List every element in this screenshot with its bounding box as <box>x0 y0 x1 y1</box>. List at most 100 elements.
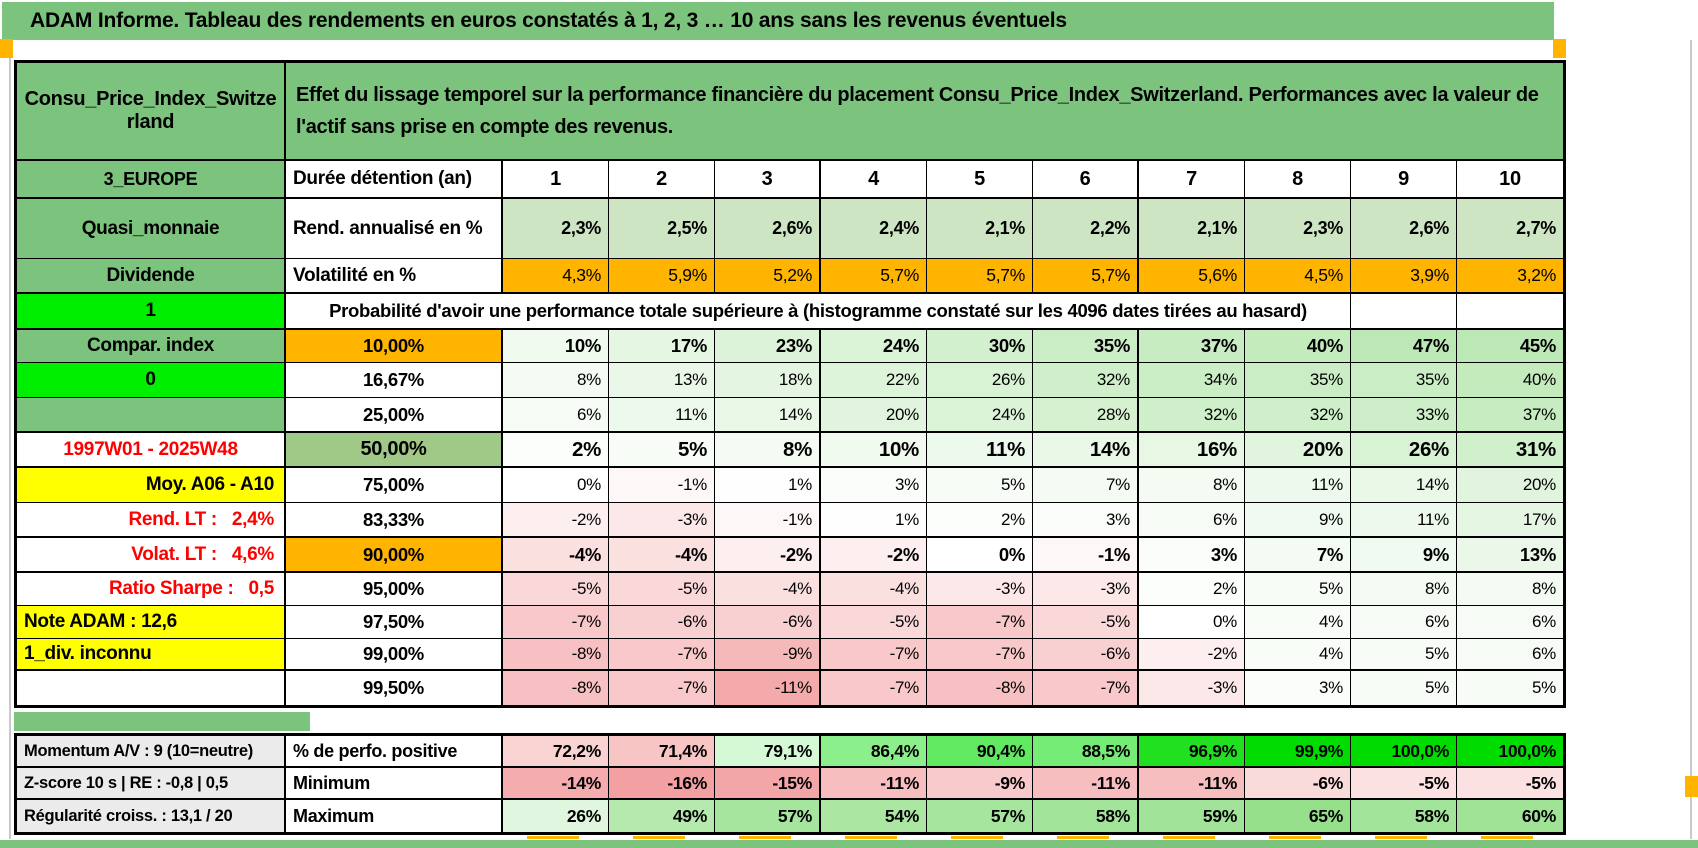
quantile-value-cell[interactable]: 6% <box>1139 503 1245 538</box>
quantile-value-cell[interactable]: 34% <box>1139 363 1245 398</box>
quantile-value-cell[interactable]: -1% <box>715 503 821 538</box>
quantile-label-cell[interactable]: 25,00% <box>286 398 503 433</box>
volat-value-cell[interactable]: 5,7% <box>1033 259 1139 294</box>
quantile-value-cell[interactable]: 18% <box>715 363 821 398</box>
duration-cell[interactable]: 6 <box>1033 161 1139 199</box>
quantile-value-cell[interactable]: 17% <box>609 330 715 363</box>
quantile-value-cell[interactable]: 30% <box>927 330 1033 363</box>
quantile-value-cell[interactable]: 8% <box>1139 468 1245 503</box>
summary-value-cell[interactable]: 86,4% <box>821 736 927 768</box>
quantile-value-cell[interactable]: -7% <box>1033 671 1139 705</box>
volat-value-cell[interactable]: 4,3% <box>503 259 609 294</box>
quantile-value-cell[interactable]: 10% <box>821 433 927 468</box>
duration-cell[interactable]: 1 <box>503 161 609 199</box>
summary-value-cell[interactable]: 100,0% <box>1351 736 1457 768</box>
summary-value-cell[interactable]: 57% <box>927 800 1033 832</box>
summary-value-cell[interactable]: 79,1% <box>715 736 821 768</box>
quantile-value-cell[interactable]: -5% <box>1033 606 1139 639</box>
quantile-value-cell[interactable]: 26% <box>927 363 1033 398</box>
quantile-value-cell[interactable]: -11% <box>715 671 821 705</box>
prob-empty-cell-9[interactable] <box>1351 294 1457 330</box>
quantile-value-cell[interactable]: 5% <box>1457 671 1563 705</box>
quantile-value-cell[interactable]: -7% <box>927 606 1033 639</box>
quantile-value-cell[interactable]: 35% <box>1033 330 1139 363</box>
quantile-value-cell[interactable]: -4% <box>609 538 715 573</box>
quantile-value-cell[interactable]: -8% <box>927 671 1033 705</box>
quantile-value-cell[interactable]: 37% <box>1139 330 1245 363</box>
quantile-value-cell[interactable]: -3% <box>1033 573 1139 606</box>
quantile-value-cell[interactable]: 5% <box>609 433 715 468</box>
flag-one-cell[interactable]: 1 <box>17 294 286 330</box>
quantile-value-cell[interactable]: 3% <box>1139 538 1245 573</box>
empty-green-cell[interactable] <box>17 398 286 433</box>
dividende-cell[interactable]: Dividende <box>17 259 286 294</box>
summary-value-cell[interactable]: 59% <box>1139 800 1245 832</box>
duration-cell[interactable]: 7 <box>1139 161 1245 199</box>
summary-row-label[interactable]: % de perfo. positive <box>286 736 503 768</box>
quantile-value-cell[interactable]: 47% <box>1351 330 1457 363</box>
volat-value-cell[interactable]: 5,7% <box>821 259 927 294</box>
rend-value-cell[interactable]: 2,1% <box>1139 199 1245 259</box>
rend-value-cell[interactable]: 2,3% <box>1245 199 1351 259</box>
quantile-value-cell[interactable]: 3% <box>1245 671 1351 705</box>
quantile-value-cell[interactable]: -2% <box>503 503 609 538</box>
quantile-value-cell[interactable]: 40% <box>1457 363 1563 398</box>
duration-cell[interactable]: 4 <box>821 161 927 199</box>
quantile-label-cell[interactable]: 97,50% <box>286 606 503 639</box>
quantile-value-cell[interactable]: 10% <box>503 330 609 363</box>
rend-value-cell[interactable]: 2,3% <box>503 199 609 259</box>
quantile-label-cell[interactable]: 90,00% <box>286 538 503 573</box>
quantile-label-cell[interactable]: 75,00% <box>286 468 503 503</box>
quantile-label-cell[interactable]: 95,00% <box>286 573 503 606</box>
quantile-value-cell[interactable]: 11% <box>609 398 715 433</box>
quantile-value-cell[interactable]: 26% <box>1351 433 1457 468</box>
quantile-value-cell[interactable]: 2% <box>1139 573 1245 606</box>
note-adam-cell[interactable]: Note ADAM : 12,6 <box>17 606 286 639</box>
quantile-value-cell[interactable]: 0% <box>1139 606 1245 639</box>
quantile-value-cell[interactable]: 14% <box>1351 468 1457 503</box>
period-cell[interactable]: 1997W01 - 2025W48 <box>17 433 286 468</box>
region-cell[interactable]: 3_EUROPE <box>17 161 286 199</box>
quantile-label-cell[interactable]: 16,67% <box>286 363 503 398</box>
quantile-value-cell[interactable]: 6% <box>503 398 609 433</box>
summary-value-cell[interactable]: -5% <box>1457 768 1563 800</box>
zscore-cell[interactable]: Z-score 10 s | RE : -0,8 | 0,5 <box>17 768 286 800</box>
rend-value-cell[interactable]: 2,5% <box>609 199 715 259</box>
quantile-value-cell[interactable]: 5% <box>927 468 1033 503</box>
quantile-value-cell[interactable]: -6% <box>609 606 715 639</box>
quantile-value-cell[interactable]: 9% <box>1351 538 1457 573</box>
quantile-value-cell[interactable]: 35% <box>1245 363 1351 398</box>
moyenne-a06-a10-cell[interactable]: Moy. A06 - A10 <box>17 468 286 503</box>
quantile-value-cell[interactable]: 7% <box>1033 468 1139 503</box>
quantile-value-cell[interactable]: 32% <box>1245 398 1351 433</box>
quantile-value-cell[interactable]: -1% <box>1033 538 1139 573</box>
quantile-value-cell[interactable]: 8% <box>1351 573 1457 606</box>
rend-row-label[interactable]: Rend. annualisé en % <box>286 199 503 259</box>
rend-value-cell[interactable]: 2,2% <box>1033 199 1139 259</box>
summary-value-cell[interactable]: -6% <box>1245 768 1351 800</box>
quantile-label-cell[interactable]: 99,50% <box>286 671 503 705</box>
quantile-value-cell[interactable]: 35% <box>1351 363 1457 398</box>
quantile-value-cell[interactable]: 11% <box>1245 468 1351 503</box>
quantile-label-cell[interactable]: 50,00% <box>286 433 503 468</box>
quantile-value-cell[interactable]: 5% <box>1351 639 1457 671</box>
ratio-sharpe-cell[interactable]: Ratio Sharpe : 0,5 <box>17 573 286 606</box>
duration-cell[interactable]: 3 <box>715 161 821 199</box>
quantile-value-cell[interactable]: 20% <box>1245 433 1351 468</box>
quantile-value-cell[interactable]: 11% <box>1351 503 1457 538</box>
quantile-value-cell[interactable]: -8% <box>503 639 609 671</box>
quantile-value-cell[interactable]: -2% <box>715 538 821 573</box>
quantile-value-cell[interactable]: -5% <box>503 573 609 606</box>
quantile-value-cell[interactable]: -8% <box>503 671 609 705</box>
quantile-value-cell[interactable]: -2% <box>821 538 927 573</box>
quantile-value-cell[interactable]: 14% <box>1033 433 1139 468</box>
duration-cell[interactable]: 8 <box>1245 161 1351 199</box>
quantile-value-cell[interactable]: 6% <box>1457 606 1563 639</box>
quantile-value-cell[interactable]: 2% <box>503 433 609 468</box>
summary-value-cell[interactable]: -5% <box>1351 768 1457 800</box>
quantile-value-cell[interactable]: 16% <box>1139 433 1245 468</box>
summary-row-label[interactable]: Minimum <box>286 768 503 800</box>
quantile-value-cell[interactable]: 8% <box>1457 573 1563 606</box>
regularite-cell[interactable]: Régularité croiss. : 13,1 / 20 <box>17 800 286 832</box>
quantile-value-cell[interactable]: -7% <box>927 639 1033 671</box>
